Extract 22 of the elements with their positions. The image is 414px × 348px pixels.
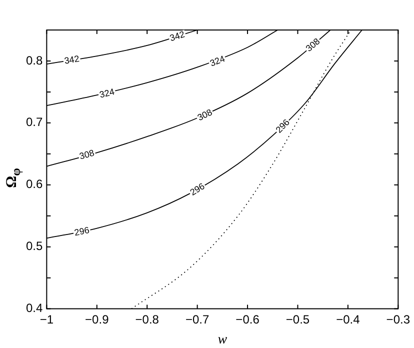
- x-tick-label: −0.7: [185, 312, 210, 326]
- annotation: 296: [188, 181, 206, 198]
- y-tick-label: 0.7: [26, 115, 43, 130]
- x-tick-label: −0.8: [135, 312, 160, 326]
- y-tick-label: 0.6: [26, 177, 43, 192]
- x-tick-label: −0.5: [286, 312, 310, 326]
- annotation: 308: [304, 36, 322, 54]
- annotation: 342: [168, 29, 186, 44]
- annotation: 296: [274, 117, 292, 135]
- y-tick-label: 0.5: [26, 239, 43, 254]
- x-tick-label: −0.9: [85, 312, 110, 326]
- annotation: 324: [208, 54, 226, 68]
- x-axis-title: w: [218, 332, 228, 348]
- y-tick-label: 0.8: [26, 53, 43, 68]
- x-tick-label: −0.4: [336, 312, 360, 326]
- x-tick-label: −0.6: [236, 312, 260, 326]
- x-tick-label: −0.3: [386, 312, 410, 326]
- annotation: 308: [196, 107, 214, 123]
- annotation: 324: [98, 86, 116, 100]
- annotation: 308: [78, 148, 96, 162]
- annotation: 296: [74, 224, 90, 238]
- annotation: 342: [64, 54, 80, 66]
